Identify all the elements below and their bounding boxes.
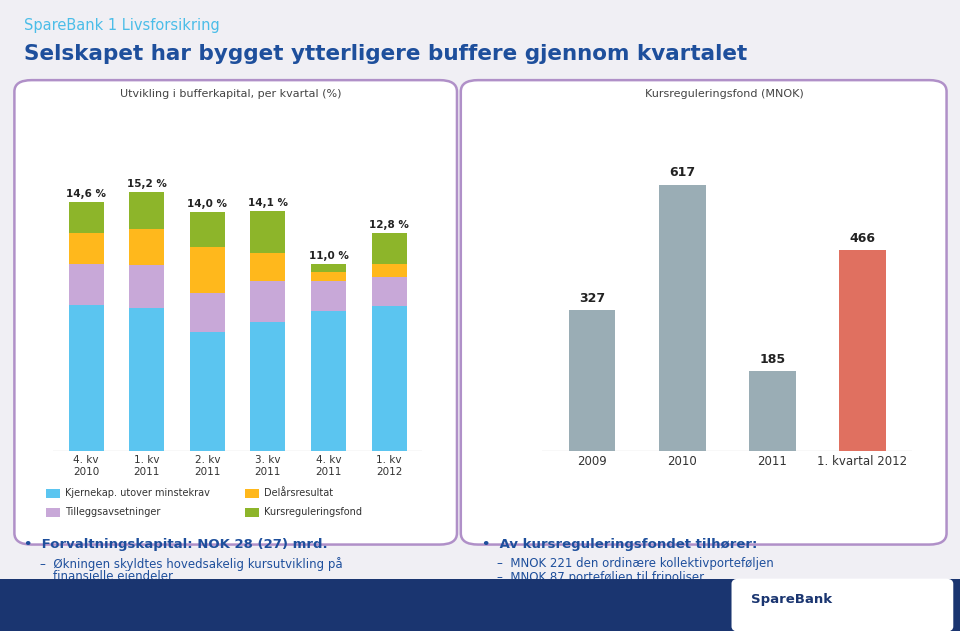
Text: 617: 617 <box>669 167 695 179</box>
Bar <box>68 264 104 305</box>
Bar <box>190 213 225 247</box>
Bar <box>372 306 407 451</box>
Text: 185: 185 <box>759 353 785 366</box>
Bar <box>749 371 796 451</box>
Bar <box>190 293 225 332</box>
Text: 14,1 %: 14,1 % <box>248 198 288 208</box>
Bar <box>68 233 104 264</box>
Text: Kursreguleringsfond: Kursreguleringsfond <box>264 507 362 517</box>
Text: Delårsresultat: Delårsresultat <box>264 488 333 498</box>
Bar <box>839 250 886 451</box>
Text: •  Av kursreguleringsfondet tilhører:: • Av kursreguleringsfondet tilhører: <box>482 538 757 551</box>
Text: 15,2 %: 15,2 % <box>127 179 167 189</box>
Text: –  Hele den ansvarlige kapitalen består av kjernekapital: – Hele den ansvarlige kapitalen består a… <box>40 599 371 613</box>
Text: SpareBank 1 Livsforsikring: SpareBank 1 Livsforsikring <box>24 18 220 33</box>
Bar <box>311 311 346 451</box>
Bar <box>372 277 407 306</box>
Text: Kjernekap. utover minstekrav: Kjernekap. utover minstekrav <box>65 488 210 498</box>
Text: 12,8 %: 12,8 % <box>370 220 409 230</box>
Text: 14,0 %: 14,0 % <box>187 199 228 209</box>
Text: –  Økningen skyldtes hovedsakelig kursutvikling på: – Økningen skyldtes hovedsakelig kursutv… <box>40 557 343 570</box>
Bar <box>659 184 706 451</box>
Text: 14,6 %: 14,6 % <box>66 189 107 199</box>
Bar <box>372 233 407 264</box>
Bar <box>251 322 285 451</box>
Text: 1: 1 <box>835 593 845 606</box>
Text: spareforsikringer: spareforsikringer <box>511 599 612 613</box>
Bar <box>190 247 225 293</box>
Text: 11,0 %: 11,0 % <box>308 251 348 261</box>
Text: finansielle eiendeler: finansielle eiendeler <box>53 570 173 583</box>
Bar <box>130 265 164 308</box>
Bar <box>311 264 346 272</box>
Text: •  Forvaltningskapital: NOK 28 (27) mrd.: • Forvaltningskapital: NOK 28 (27) mrd. <box>24 538 327 551</box>
Text: 327: 327 <box>579 292 605 305</box>
Text: Kursreguleringsfond (MNOK): Kursreguleringsfond (MNOK) <box>645 89 804 99</box>
Bar <box>372 264 407 277</box>
Text: –  MNOK 158 porteføljen til gamle individuelle: – MNOK 158 porteføljen til gamle individ… <box>497 586 769 599</box>
Bar <box>311 281 346 311</box>
Bar <box>130 230 164 265</box>
Text: Utvikling i bufferkapital, per kvartal (%): Utvikling i bufferkapital, per kvartal (… <box>120 89 341 99</box>
Text: –  MNOK 221 den ordinære kollektivporteføljen: – MNOK 221 den ordinære kollektivportefø… <box>497 557 774 570</box>
Circle shape <box>823 587 872 624</box>
Bar <box>311 272 346 281</box>
Text: Selskapet har bygget ytterligere buffere gjennom kvartalet: Selskapet har bygget ytterligere buffere… <box>24 44 747 64</box>
Text: –  Estimert solvensmargin på 296,5 %, mot 303,5 %: – Estimert solvensmargin på 296,5 %, mot… <box>40 614 348 628</box>
Text: •  Kapitaldekning: 17,5 (19,2) %: • Kapitaldekning: 17,5 (19,2) % <box>24 585 265 598</box>
Text: 466: 466 <box>850 232 876 245</box>
Bar <box>190 332 225 451</box>
Text: SpareBank: SpareBank <box>751 593 832 606</box>
Bar <box>251 211 285 253</box>
Text: ved utgangen av 2011: ved utgangen av 2011 <box>53 627 186 631</box>
Bar <box>568 310 615 451</box>
Bar <box>130 308 164 451</box>
Text: –  MNOK 87 porteføljen til fripoliser: – MNOK 87 porteføljen til fripoliser <box>497 571 705 584</box>
Bar <box>130 192 164 230</box>
Bar <box>251 253 285 281</box>
Bar <box>68 202 104 233</box>
Bar <box>68 305 104 451</box>
Text: 1: 1 <box>842 598 852 613</box>
Text: 6: 6 <box>17 584 28 599</box>
Bar <box>251 281 285 322</box>
Text: Tilleggsavsetninger: Tilleggsavsetninger <box>65 507 160 517</box>
